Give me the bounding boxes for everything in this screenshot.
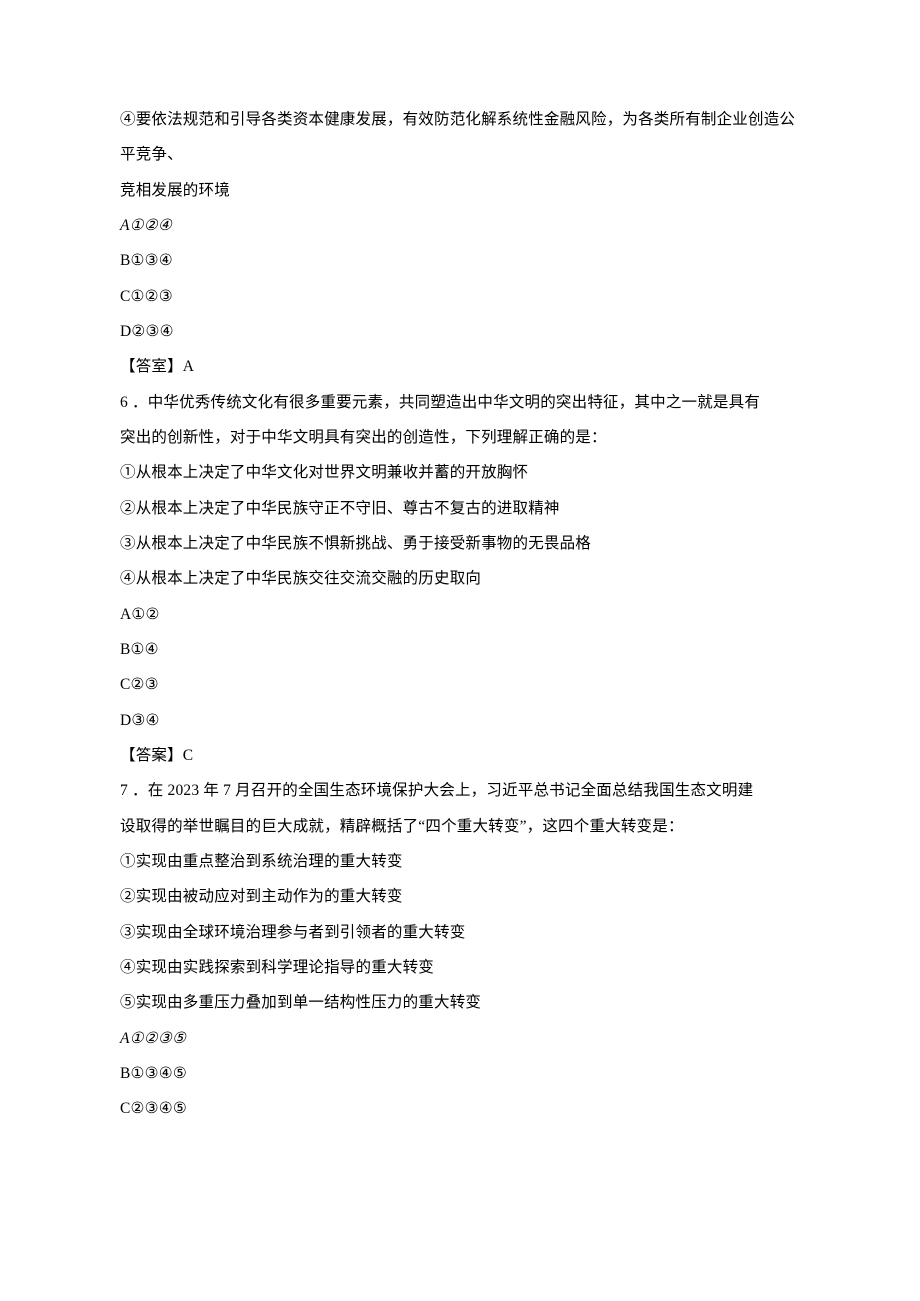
q7-option-a: A①②③⑤ xyxy=(120,1021,804,1056)
q7-stem-line2: 设取得的举世瞩目的巨大成就，精辟概括了“四个重大转变”，这四个重大转变是： xyxy=(120,809,804,844)
q6-option-c: C②③ xyxy=(120,667,804,702)
q5-option-d: D②③④ xyxy=(120,314,804,349)
q7-statement-3: ③实现由全球环境治理参与者到引领者的重大转变 xyxy=(120,915,804,950)
q5-option-b: B①③④ xyxy=(120,243,804,278)
q6-statement-1: ①从根本上决定了中华文化对世界文明兼收并蓄的开放胸怀 xyxy=(120,455,804,490)
document-page: ④要依法规范和引导各类资本健康发展，有效防范化解系统性金融风险，为各类所有制企业… xyxy=(0,0,920,1301)
q7-statement-5: ⑤实现由多重压力叠加到单一结构性压力的重大转变 xyxy=(120,985,804,1020)
q6-option-b: B①④ xyxy=(120,632,804,667)
q6-answer: 【答案】C xyxy=(120,738,804,773)
q6-statement-4: ④从根本上决定了中华民族交往交流交融的历史取向 xyxy=(120,561,804,596)
q7-option-c: C②③④⑤ xyxy=(120,1091,804,1126)
q5-answer: 【答室】A xyxy=(120,349,804,384)
q6-statement-2: ②从根本上决定了中华民族守正不守旧、尊古不复古的进取精神 xyxy=(120,491,804,526)
q7-stem-line1: 7 ．在 2023 年 7 月召开的全国生态环境保护大会上，习近平总书记全面总结… xyxy=(120,773,804,808)
q5-statement-4-line2: 竞相发展的环境 xyxy=(120,173,804,208)
q6-statement-3: ③从根本上决定了中华民族不惧新挑战、勇于接受新事物的无畏品格 xyxy=(120,526,804,561)
q5-option-c: C①②③ xyxy=(120,279,804,314)
q7-statement-1: ①实现由重点整治到系统治理的重大转变 xyxy=(120,844,804,879)
q6-stem-line2: 突出的创新性，对于中华文明具有突出的创造性，下列理解正确的是： xyxy=(120,420,804,455)
q6-stem-line1: 6 ．中华优秀传统文化有很多重要元素，共同塑造出中华文明的突出特征，其中之一就是… xyxy=(120,385,804,420)
q7-statement-4: ④实现由实践探索到科学理论指导的重大转变 xyxy=(120,950,804,985)
q7-option-b: B①③④⑤ xyxy=(120,1056,804,1091)
q7-statement-2: ②实现由被动应对到主动作为的重大转变 xyxy=(120,879,804,914)
q6-option-a: A①② xyxy=(120,597,804,632)
q5-statement-4-line1: ④要依法规范和引导各类资本健康发展，有效防范化解系统性金融风险，为各类所有制企业… xyxy=(120,102,804,173)
q5-option-a: A①②④ xyxy=(120,208,804,243)
q6-option-d: D③④ xyxy=(120,703,804,738)
